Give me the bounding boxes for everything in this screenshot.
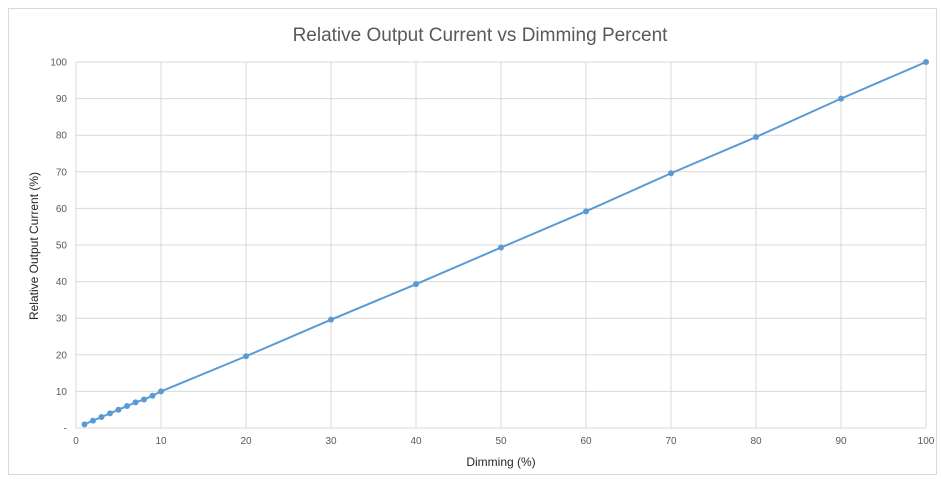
y-tick-label: 90	[56, 94, 68, 105]
chart-title: Relative Output Current vs Dimming Perce…	[293, 25, 669, 46]
y-tick-label: 20	[56, 350, 68, 361]
y-tick-label: 100	[50, 58, 67, 69]
y-tick-labels: - 10 20 30 40 50 60 70 80 90 100	[50, 58, 67, 435]
x-tick-label: 70	[665, 436, 677, 447]
y-tick-label: 60	[56, 204, 68, 215]
y-tick-label: 30	[56, 314, 68, 325]
data-point	[838, 95, 844, 102]
data-point	[753, 134, 759, 141]
data-point	[132, 399, 139, 406]
y-tick-label: 10	[56, 387, 68, 398]
data-point	[328, 316, 334, 323]
x-tick-label: 30	[325, 436, 337, 447]
y-tick-label: 80	[56, 131, 68, 142]
y-tick-label: 40	[56, 277, 68, 288]
data-point	[90, 417, 96, 424]
y-tick-label: -	[64, 424, 67, 435]
x-tick-labels: 0 10 20 30 40 50 60 70 80 90 100	[73, 436, 935, 447]
data-point	[149, 392, 156, 399]
x-tick-label: 20	[240, 436, 252, 447]
data-point	[81, 421, 88, 428]
data-point	[583, 208, 589, 215]
x-tick-label: 0	[73, 436, 79, 447]
x-tick-label: 90	[835, 436, 847, 447]
x-tick-label: 10	[155, 436, 167, 447]
data-point	[107, 410, 113, 417]
data-point	[668, 170, 674, 177]
x-tick-label: 50	[495, 436, 507, 447]
data-point	[115, 406, 122, 413]
x-tick-label: 60	[580, 436, 592, 447]
y-tick-label: 50	[56, 241, 68, 252]
data-point	[141, 396, 147, 403]
data-point	[98, 414, 105, 421]
data-point	[243, 353, 249, 360]
x-axis-title: Dimming (%)	[466, 455, 535, 469]
data-point	[413, 281, 419, 288]
chart-frame	[8, 8, 937, 475]
y-axis-title: Relative Output Current (%)	[27, 172, 41, 320]
y-tick-label: 70	[56, 167, 68, 178]
data-point	[158, 388, 164, 395]
series-group	[81, 59, 929, 428]
data-point	[498, 244, 504, 251]
gridlines	[75, 61, 927, 429]
x-tick-label: 80	[750, 436, 762, 447]
x-tick-label: 100	[918, 436, 935, 447]
series-line	[84, 61, 927, 426]
data-point	[124, 403, 130, 410]
data-point	[923, 59, 929, 65]
x-tick-label: 40	[410, 436, 422, 447]
